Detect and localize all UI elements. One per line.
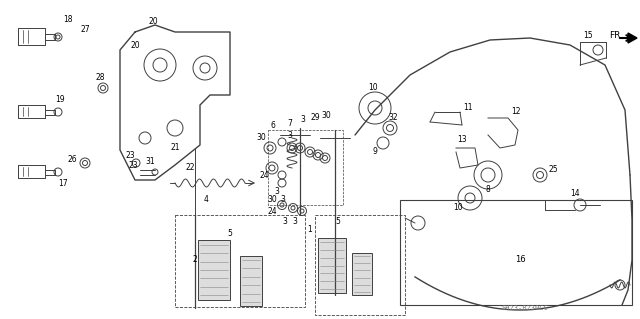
Text: 19: 19	[55, 95, 65, 105]
Text: SH23-B230CC: SH23-B230CC	[502, 305, 548, 311]
Text: 15: 15	[583, 31, 593, 40]
Text: 6: 6	[271, 121, 275, 130]
Text: 27: 27	[80, 26, 90, 34]
Text: 3: 3	[287, 130, 292, 139]
Text: 18: 18	[63, 16, 73, 25]
Text: 3: 3	[301, 115, 305, 124]
Text: 4: 4	[204, 196, 209, 204]
Polygon shape	[628, 33, 637, 43]
Text: 9: 9	[372, 147, 378, 157]
Bar	[240, 256, 262, 306]
Text: 32: 32	[388, 114, 398, 122]
Text: 20: 20	[148, 18, 158, 26]
Bar	[315, 215, 405, 315]
Text: 1: 1	[308, 226, 312, 234]
Text: 24: 24	[259, 170, 269, 180]
Text: 30: 30	[267, 196, 277, 204]
Text: 16: 16	[515, 256, 525, 264]
Text: FR.: FR.	[609, 31, 623, 40]
Text: 17: 17	[58, 179, 68, 188]
Text: 30: 30	[321, 112, 331, 121]
Bar	[352, 253, 372, 295]
Text: 21: 21	[170, 144, 180, 152]
Text: 7: 7	[287, 118, 292, 128]
Text: 24: 24	[267, 207, 277, 217]
Text: 26: 26	[67, 155, 77, 165]
Text: 20: 20	[130, 41, 140, 49]
Text: 29: 29	[310, 114, 320, 122]
Text: 12: 12	[511, 108, 521, 116]
Text: 23: 23	[128, 160, 138, 169]
Text: 3: 3	[275, 188, 280, 197]
Text: 28: 28	[95, 73, 105, 83]
Text: 10: 10	[453, 204, 463, 212]
Text: 8: 8	[486, 186, 490, 195]
Text: 30: 30	[256, 133, 266, 143]
Text: 5: 5	[228, 228, 232, 238]
Bar	[318, 238, 346, 293]
Text: 3: 3	[292, 218, 298, 226]
Bar	[400, 200, 632, 305]
Text: 5: 5	[335, 218, 340, 226]
Text: 13: 13	[457, 136, 467, 145]
Bar	[268, 130, 343, 205]
Text: 14: 14	[570, 189, 580, 197]
Text: 23: 23	[125, 152, 135, 160]
Text: 10: 10	[368, 84, 378, 93]
Text: 3: 3	[280, 196, 285, 204]
Text: 31: 31	[145, 158, 155, 167]
Text: 11: 11	[463, 103, 473, 113]
Text: 2: 2	[193, 256, 197, 264]
Text: 22: 22	[185, 164, 195, 173]
Text: 25: 25	[548, 166, 558, 174]
Bar	[198, 240, 230, 300]
Text: 3: 3	[283, 218, 287, 226]
Bar	[175, 215, 305, 307]
